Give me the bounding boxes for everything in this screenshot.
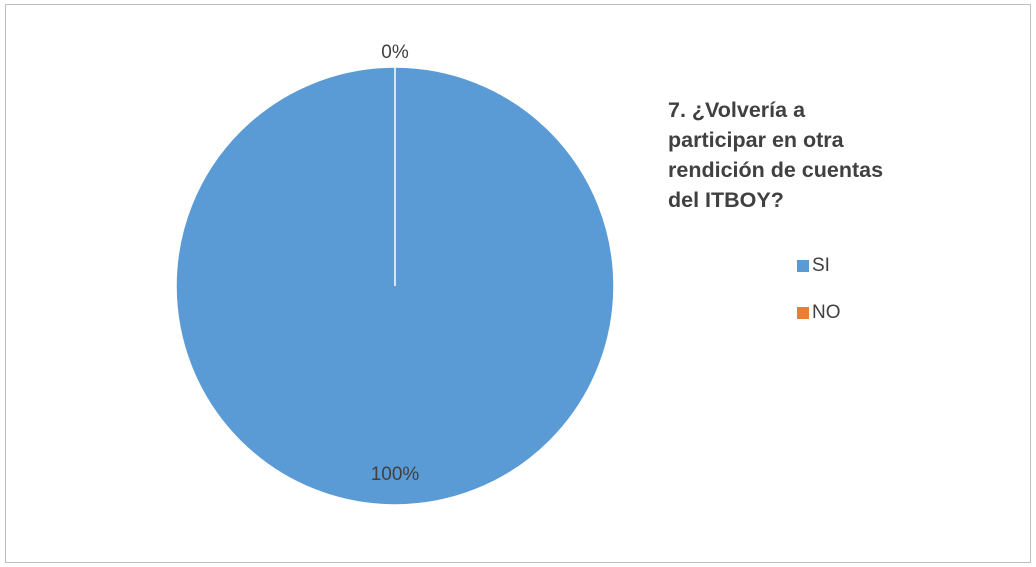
legend-swatch-no: [797, 307, 809, 319]
data-label-si: 100%: [371, 464, 420, 485]
chart-title: 7. ¿Volvería a participar en otra rendic…: [668, 98, 884, 212]
legend-item-no: NO: [797, 301, 841, 325]
legend: SI NO: [797, 254, 841, 348]
data-label-no: 0%: [381, 42, 409, 63]
legend-swatch-si: [797, 260, 809, 272]
legend-label-no: NO: [812, 302, 841, 323]
legend-label-si: SI: [812, 255, 830, 276]
legend-item-si: SI: [797, 254, 841, 278]
